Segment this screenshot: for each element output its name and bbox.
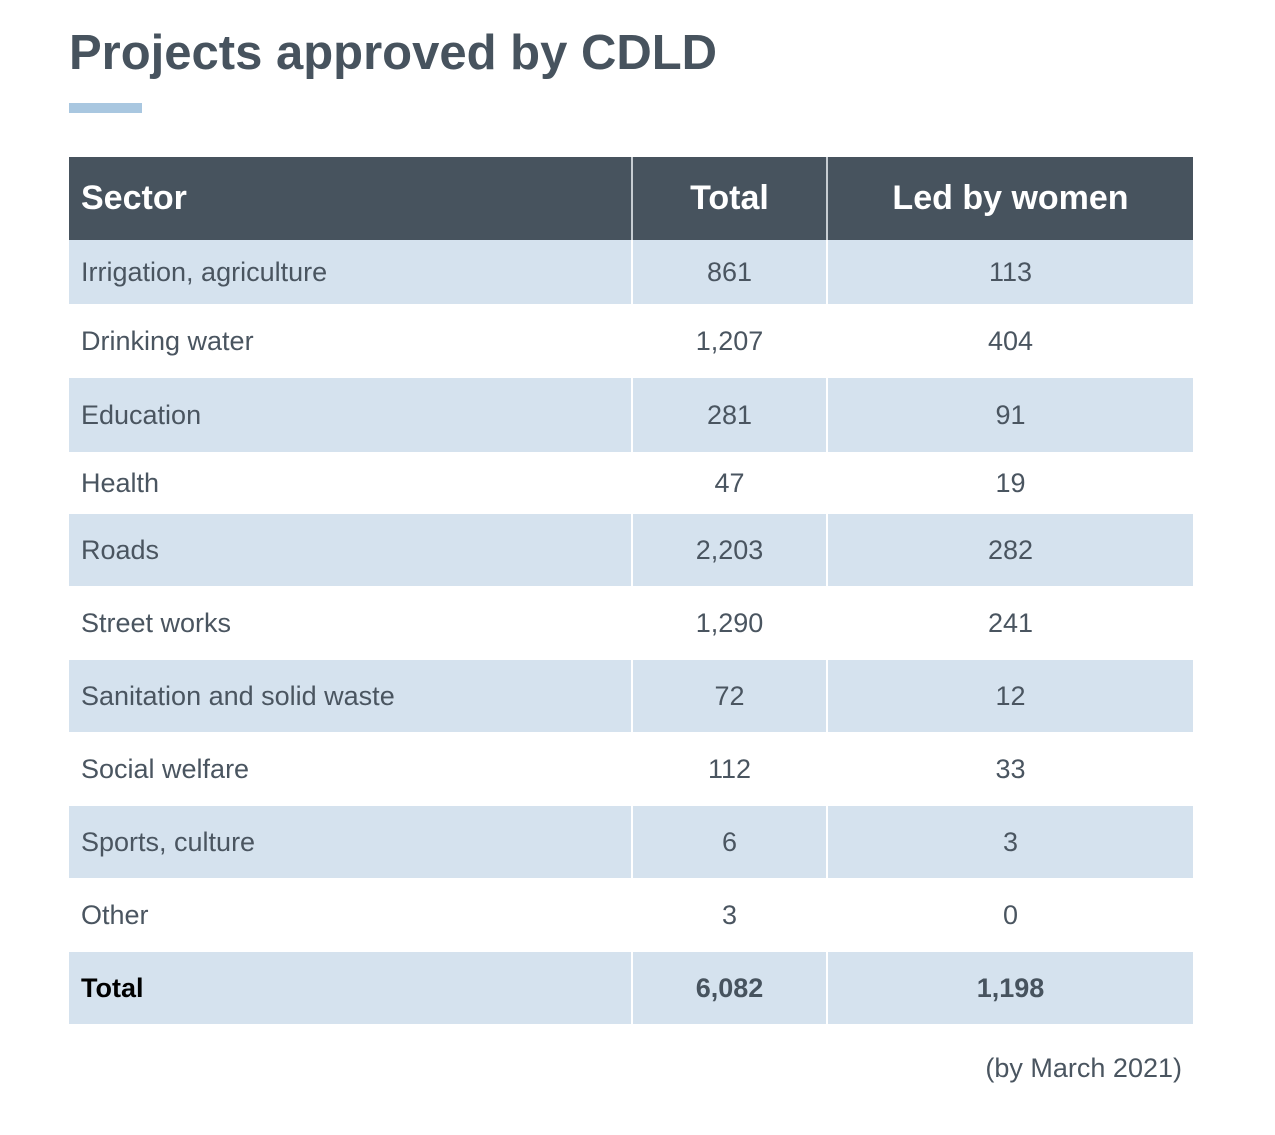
table-header-row: Sector Total Led by women — [69, 157, 1193, 240]
table-row: Other 3 0 — [69, 878, 1193, 952]
led-by-women-cell: 113 — [827, 240, 1193, 304]
total-cell: 281 — [632, 378, 828, 452]
data-table: Sector Total Led by women Irrigation, ag… — [69, 157, 1193, 1024]
sector-cell: Health — [69, 452, 633, 514]
led-by-women-cell: 91 — [827, 378, 1193, 452]
led-by-women-cell: 19 — [995, 467, 1026, 498]
column-header-sector: Sector — [69, 157, 633, 240]
table-row: Sanitation and solid waste 72 12 — [69, 660, 1193, 732]
total-cell: 6 — [632, 806, 828, 878]
led-by-women-cell: 282 — [827, 514, 1193, 586]
sector-cell: Street works — [69, 586, 633, 660]
sector-cell: Irrigation, agriculture — [69, 240, 633, 304]
table-body: Irrigation, agriculture 861 113 Drinking wa… — [69, 240, 1193, 1024]
led-by-women-cell: 241 — [987, 607, 1034, 638]
sector-cell: Other — [69, 878, 633, 952]
led-by-women-cell: 404 — [987, 325, 1034, 356]
total-row: Total 6,082 1,198 — [69, 952, 1193, 1024]
total-cell: 72 — [632, 660, 828, 732]
led-by-women-cell: 33 — [995, 753, 1026, 784]
column-header-total: Total — [632, 157, 828, 240]
total-cell: 47 — [632, 452, 828, 514]
sector-cell: Drinking water — [69, 304, 633, 378]
total-cell: 3 — [632, 878, 828, 952]
column-header-led-by-women: Led by women — [827, 157, 1193, 240]
total-cell: 1,290 — [632, 586, 828, 660]
projects-table: Sector Total Led by women Irrigation, ag… — [69, 157, 1193, 1024]
table-row: Roads 2,203 282 — [69, 514, 1193, 586]
led-by-women-cell: 3 — [827, 806, 1193, 878]
sector-cell: Sanitation and solid waste — [69, 660, 633, 732]
led-by-women-cell: 12 — [827, 660, 1193, 732]
table-row: Street works 1,290 241 — [69, 586, 1193, 660]
total-cell: 861 — [632, 240, 828, 304]
table-row: Social welfare 112 33 — [69, 732, 1193, 806]
table-row: Health 47 19 — [69, 452, 1193, 514]
led-by-women-cell: 0 — [1002, 899, 1019, 930]
table-row: Sports, culture 6 3 — [69, 806, 1193, 878]
sector-cell: Sports, culture — [69, 806, 633, 878]
total-cell: 1,207 — [632, 304, 828, 378]
table-row: Drinking water 1,207 404 — [69, 304, 1193, 378]
total-cell: 2,203 — [632, 514, 828, 586]
sector-cell: Total — [69, 952, 633, 1024]
page-title: Projects approved by CDLD — [69, 26, 718, 80]
date-footnote: (by March 2021) — [985, 1053, 1182, 1083]
table-row: Education 281 91 — [69, 378, 1193, 452]
led-by-women-cell: 1,198 — [827, 952, 1193, 1024]
sector-cell: Social welfare — [69, 732, 633, 806]
sector-cell: Education — [69, 378, 633, 452]
title-accent-bar — [69, 103, 142, 113]
table-row: Irrigation, agriculture 861 113 — [69, 240, 1193, 304]
sector-cell: Roads — [69, 514, 633, 586]
total-cell: 112 — [632, 732, 828, 806]
total-cell: 6,082 — [632, 952, 828, 1024]
